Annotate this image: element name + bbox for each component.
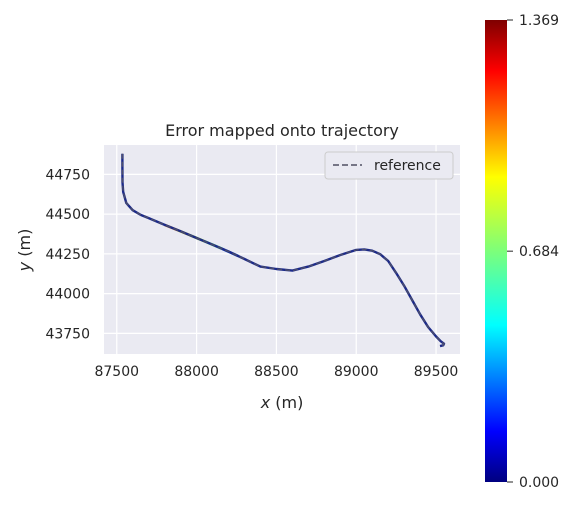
trajectory-series — [121, 153, 446, 348]
colorbar — [485, 20, 507, 482]
y-tick-label: 44750 — [45, 167, 90, 183]
x-tick-label: 88500 — [254, 364, 299, 380]
x-tick-label: 88000 — [174, 364, 219, 380]
legend-box — [324, 151, 454, 180]
x-tick-label: 87500 — [94, 364, 139, 380]
y-tick-label: 44000 — [45, 287, 90, 303]
colorbar-tick-label: 0.000 — [519, 475, 559, 491]
reference-line — [121, 153, 445, 347]
chart-title: Error mapped onto trajectory — [165, 121, 399, 140]
colorbar-ticks: 0.000 0.684 1.369 — [507, 13, 559, 491]
colorbar-tick-label: 0.684 — [519, 244, 559, 260]
x-tick-label: 89500 — [414, 364, 459, 380]
colorbar-tick-label: 1.369 — [519, 13, 559, 29]
y-tick-label: 43750 — [45, 326, 90, 342]
y-tick-labels: 43750 44000 44250 44500 44750 — [45, 167, 90, 342]
y-tick-label: 44500 — [45, 207, 90, 223]
plot-area — [104, 145, 460, 354]
legend: reference — [324, 151, 454, 180]
x-tick-label: 89000 — [334, 364, 379, 380]
x-axis-title: x (m) — [260, 393, 304, 412]
y-axis-title: y (m) — [15, 229, 34, 273]
legend-label-reference: reference — [374, 158, 441, 174]
x-tick-labels: 87500 88000 88500 89000 89500 — [94, 364, 458, 380]
y-tick-label: 44250 — [45, 247, 90, 263]
